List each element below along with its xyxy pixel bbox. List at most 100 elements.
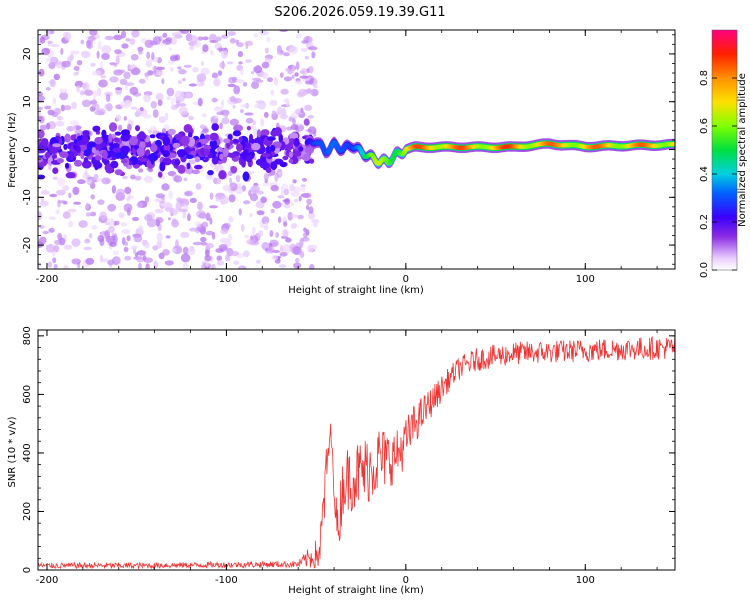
heatmap-noise-blob: [71, 258, 81, 265]
heatmap-noise-blob: [232, 104, 236, 109]
heatmap-noise-blob: [113, 34, 123, 41]
heatmap-noise-blob: [299, 239, 304, 248]
heatmap-noise-blob: [283, 52, 290, 57]
heatmap-band-blob: [162, 136, 171, 146]
heatmap-noise-blob: [116, 188, 125, 198]
heatmap-noise-blob: [73, 201, 81, 205]
heatmap-noise-blob: [71, 238, 81, 247]
heatmap-noise-blob: [216, 111, 224, 116]
heatmap-noise-blob: [108, 225, 115, 234]
heatmap-noise-blob: [101, 45, 112, 54]
heatmap-noise-blob: [301, 67, 308, 76]
heatmap-noise-blob: [211, 72, 219, 79]
heatmap-noise-blob: [178, 106, 188, 116]
heatmap-band-blob: [207, 170, 214, 176]
heatmap-noise-blob: [283, 188, 290, 196]
heatmap-noise-blob: [292, 246, 302, 256]
heatmap-noise-blob: [239, 266, 244, 269]
y-tick-label: 10: [22, 95, 33, 108]
colorbar-frame: [711, 29, 738, 271]
heatmap-noise-blob: [69, 120, 80, 126]
heatmap-noise-blob: [205, 212, 211, 221]
heatmap-band-blob: [149, 143, 158, 153]
heatmap-band-blob: [233, 124, 244, 132]
snr-ylabel: SNR (10 * v/v): [7, 416, 18, 487]
heatmap-band-blob: [172, 142, 180, 149]
heatmap-noise-blob: [144, 242, 150, 249]
heatmap-noise-blob: [99, 61, 104, 70]
heatmap-noise-blob: [274, 77, 278, 86]
heatmap-noise-blob: [303, 227, 307, 233]
heatmap-noise-blob: [205, 260, 209, 268]
heatmap-band-blob: [138, 131, 146, 140]
heatmap-noise-blob: [270, 208, 275, 214]
heatmap-noise-blob: [40, 124, 47, 131]
heatmap-noise-blob: [115, 55, 120, 65]
heatmap-noise-blob: [39, 200, 49, 207]
heatmap-noise-blob: [278, 216, 282, 224]
heatmap-noise-blob: [211, 97, 219, 103]
heatmap-noise-blob: [298, 195, 302, 202]
heatmap-noise-blob: [290, 223, 298, 229]
heatmap-noise-blob: [257, 190, 264, 195]
heatmap-noise-blob: [312, 221, 318, 228]
heatmap-noise-blob: [216, 36, 222, 42]
heatmap-noise-blob: [283, 221, 288, 227]
heatmap-band-blob: [219, 153, 224, 160]
heatmap-noise-blob: [144, 72, 150, 77]
heatmap-noise-blob: [279, 72, 284, 78]
heatmap-noise-blob: [47, 261, 53, 268]
heatmap-noise-blob: [255, 259, 262, 264]
x-tick-label: -200: [36, 575, 59, 586]
heatmap-noise-blob: [308, 65, 314, 74]
heatmap-noise-blob: [306, 198, 312, 205]
heatmap-noise-blob: [143, 257, 154, 264]
heatmap-noise-blob: [161, 78, 165, 85]
heatmap-band-blob: [80, 150, 85, 160]
heatmap-band-blob: [75, 145, 81, 153]
heatmap-band-blob: [114, 169, 123, 176]
heatmap-band-blob: [218, 170, 227, 180]
heatmap-noise-blob: [303, 89, 313, 95]
heatmap-noise-blob: [118, 212, 125, 219]
heatmap-noise-blob: [66, 125, 75, 132]
heatmap-noise-blob: [294, 72, 299, 77]
heatmap-noise-blob: [227, 31, 236, 36]
heatmap-noise-blob: [311, 51, 316, 59]
heatmap-noise-blob: [216, 255, 223, 261]
heatmap-noise-blob: [299, 251, 305, 258]
x-tick-label: 0: [403, 274, 409, 285]
heatmap-noise-blob: [279, 113, 288, 120]
heatmap-band-blob: [136, 147, 145, 157]
heatmap-noise-blob: [180, 253, 191, 263]
heatmap-noise-blob: [73, 65, 80, 71]
heatmap-noise-blob: [167, 217, 171, 221]
heatmap-band-blob: [52, 143, 61, 148]
heatmap-band-blob: [108, 122, 118, 132]
heatmap-noise-blob: [195, 183, 202, 190]
heatmap-band-blob: [167, 128, 176, 136]
heatmap-noise-blob: [189, 197, 197, 204]
heatmap-band-blob: [92, 125, 101, 132]
heatmap-noise-blob: [92, 90, 98, 99]
heatmap-noise-blob: [276, 49, 285, 56]
heatmap-noise-blob: [78, 220, 88, 228]
heatmap-band-blob: [140, 157, 148, 163]
heatmap-noise-blob: [310, 88, 319, 97]
heatmap-band-blob: [112, 147, 123, 153]
heatmap-noise-blob: [145, 263, 150, 269]
snr-plot-area: [38, 330, 675, 570]
heatmap-noise-blob: [238, 61, 243, 65]
heatmap-band-blob: [203, 145, 212, 151]
heatmap-band-blob: [285, 142, 294, 151]
heatmap-noise-blob: [63, 244, 73, 250]
heatmap-noise-blob: [147, 168, 154, 173]
heatmap-band-blob: [269, 144, 276, 152]
y-tick-label: -20: [22, 237, 33, 253]
heatmap-band-blob: [45, 122, 51, 130]
heatmap-noise-blob: [289, 46, 299, 54]
heatmap-noise-blob: [175, 201, 183, 211]
heatmap-noise-blob: [84, 169, 88, 177]
heatmap-noise-blob: [264, 247, 269, 252]
